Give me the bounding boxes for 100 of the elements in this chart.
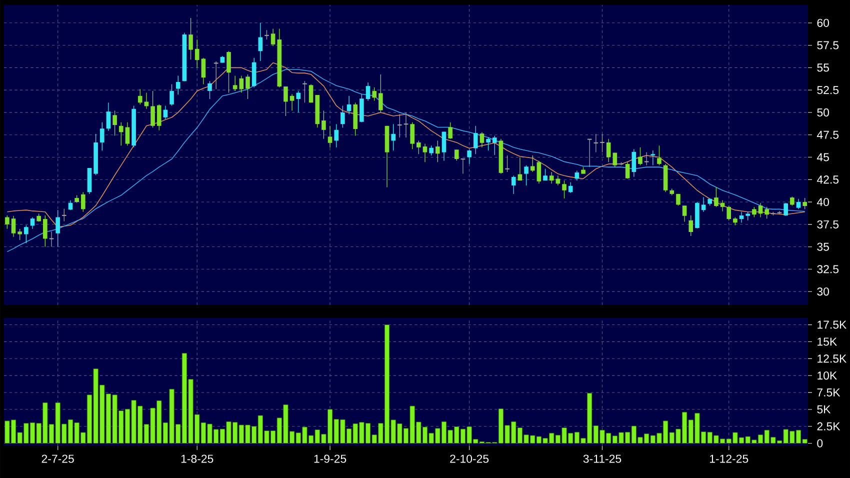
candlestick	[112, 110, 117, 136]
y-tick-label: 55	[817, 64, 829, 72]
y-tick-label: 7.5K	[817, 388, 840, 396]
candlestick	[752, 206, 756, 218]
candlestick	[739, 212, 744, 223]
candlestick	[290, 94, 294, 111]
candlestick	[410, 122, 414, 150]
y-tick-label: 12.5K	[818, 354, 847, 363]
candlestick	[612, 152, 618, 168]
candlestick	[284, 86, 288, 116]
candlestick	[194, 39, 200, 68]
y-tick-label: 45	[816, 153, 829, 162]
candlestick	[720, 200, 725, 212]
x-tick-label: 1-12-25	[710, 454, 748, 463]
candlestick	[270, 28, 276, 47]
candlestick	[30, 216, 35, 230]
candlestick	[536, 160, 542, 184]
candlestick	[252, 57, 256, 88]
candlestick	[625, 162, 630, 180]
y-tick-label: 30	[817, 287, 829, 296]
candlestick	[208, 80, 212, 100]
candlestick	[11, 216, 16, 238]
candlestick	[480, 132, 484, 148]
candlestick	[568, 182, 573, 194]
candlestick	[422, 143, 428, 162]
candlestick	[61, 208, 67, 222]
candlestick	[726, 205, 732, 221]
candlestick	[518, 156, 522, 181]
y-tick-label: 50	[817, 108, 829, 117]
x-tick-label: 1-8-25	[181, 454, 214, 463]
y-tick-label: 2.5K	[817, 422, 840, 430]
candlestick	[328, 126, 332, 148]
candlestick	[246, 74, 250, 100]
candlestick	[163, 105, 168, 120]
candlestick	[144, 92, 149, 110]
candlestick	[396, 114, 402, 138]
y-tick-label: 15K	[818, 338, 837, 346]
candlestick	[606, 138, 611, 162]
y-tick-label: 35	[817, 242, 829, 251]
candlestick	[556, 175, 560, 186]
candlestick	[48, 231, 54, 248]
candlestick	[391, 124, 396, 151]
candlestick	[416, 140, 421, 154]
candlestick	[562, 180, 566, 199]
y-tick-label: 5K	[817, 405, 831, 414]
candlestick	[511, 175, 516, 194]
candlestick	[322, 110, 326, 140]
candlestick	[372, 87, 377, 102]
candlestick	[492, 135, 497, 156]
candlestick	[638, 147, 642, 166]
candlestick	[360, 94, 364, 123]
candlestick	[138, 88, 142, 105]
y-tick-label: 10K	[818, 371, 837, 380]
candlestick	[68, 200, 73, 210]
candlestick	[118, 122, 124, 146]
candlestick	[549, 172, 554, 184]
candlestick	[764, 206, 769, 219]
candlestick	[56, 210, 60, 248]
candlestick	[650, 150, 656, 166]
y-tick-label: 42.5	[816, 176, 839, 184]
candlestick	[125, 122, 130, 146]
candlestick	[80, 192, 86, 212]
candlestick	[429, 145, 434, 156]
candlestick	[530, 155, 535, 172]
candlestick	[657, 145, 662, 166]
candlestick	[504, 155, 510, 172]
candlestick	[150, 90, 155, 128]
candlestick	[346, 96, 352, 115]
candlestick	[302, 80, 308, 103]
y-tick-label: 60	[817, 18, 829, 27]
candlestick	[5, 215, 10, 230]
candlestick	[43, 215, 48, 248]
candlestick	[201, 57, 206, 85]
y-tick-label: 40	[816, 198, 829, 206]
candlestick	[442, 131, 446, 162]
candlestick	[632, 148, 636, 178]
y-tick-label: 52.5	[817, 86, 839, 94]
candlestick	[688, 215, 694, 236]
candlestick	[682, 205, 687, 222]
candlestick	[308, 84, 314, 103]
candlestick	[100, 122, 104, 151]
candlestick	[436, 140, 440, 162]
y-tick-label: 0	[817, 439, 823, 448]
candlestick	[784, 202, 788, 216]
candlestick	[340, 105, 345, 128]
x-tick-label: 1-9-25	[314, 454, 346, 463]
x-tick-label: 2-10-25	[450, 454, 489, 463]
candlestick	[106, 102, 111, 132]
y-tick-label: 17.5K	[818, 320, 847, 329]
candlestick	[239, 75, 244, 94]
candlestick	[467, 148, 472, 164]
candlestick	[524, 164, 528, 186]
candlestick	[188, 18, 193, 60]
candlestick	[334, 124, 339, 148]
candlestick	[714, 186, 718, 208]
y-tick-label: 37.5	[817, 220, 839, 228]
candlestick	[701, 196, 706, 212]
y-tick-label: 47.5	[816, 130, 839, 139]
candlestick	[226, 50, 231, 94]
y-tick-label: 32.5	[817, 265, 839, 274]
